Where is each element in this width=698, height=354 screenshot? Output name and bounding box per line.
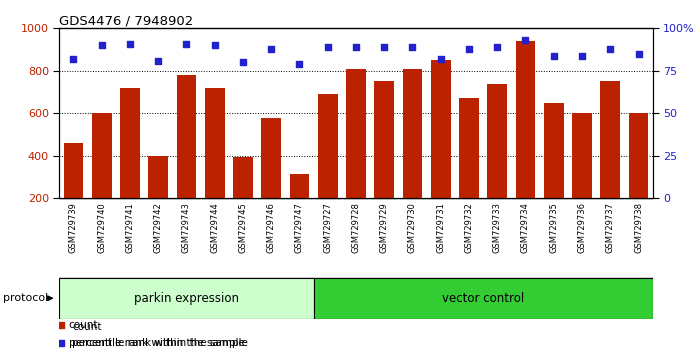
- Bar: [374, 81, 394, 198]
- Bar: [148, 156, 168, 198]
- Point: [350, 44, 362, 50]
- Text: GSM729729: GSM729729: [380, 202, 389, 253]
- Point: [266, 46, 277, 52]
- Point: [378, 44, 389, 50]
- Bar: [318, 94, 338, 198]
- Bar: [205, 88, 225, 198]
- Point: [520, 38, 531, 43]
- Text: percentile rank within the sample: percentile rank within the sample: [72, 338, 248, 348]
- Text: GSM729737: GSM729737: [606, 202, 615, 253]
- Bar: [233, 157, 253, 198]
- Point: [435, 56, 446, 62]
- Point: [548, 53, 559, 58]
- Text: GSM729744: GSM729744: [210, 202, 219, 253]
- Point: [577, 53, 588, 58]
- Point: [153, 58, 164, 63]
- Bar: [64, 143, 83, 198]
- Point: [322, 44, 334, 50]
- Text: GDS4476 / 7948902: GDS4476 / 7948902: [59, 14, 193, 27]
- Point: [181, 41, 192, 46]
- Text: GSM729747: GSM729747: [295, 202, 304, 253]
- Point: [56, 340, 67, 346]
- Bar: [572, 113, 592, 198]
- Text: GSM729735: GSM729735: [549, 202, 558, 253]
- Point: [68, 56, 79, 62]
- Text: parkin expression: parkin expression: [134, 292, 239, 305]
- Point: [491, 44, 503, 50]
- Bar: [261, 118, 281, 198]
- Text: count: count: [72, 322, 101, 332]
- Text: GSM729731: GSM729731: [436, 202, 445, 253]
- Bar: [544, 103, 563, 198]
- Point: [209, 42, 221, 48]
- Point: [407, 44, 418, 50]
- Bar: [629, 113, 648, 198]
- Point: [124, 41, 135, 46]
- Text: percentile rank within the sample: percentile rank within the sample: [68, 338, 244, 348]
- Point: [237, 59, 248, 65]
- Bar: [59, 278, 313, 319]
- Text: GSM729746: GSM729746: [267, 202, 276, 253]
- Bar: [516, 41, 535, 198]
- Text: GSM729732: GSM729732: [464, 202, 473, 253]
- Bar: [177, 75, 196, 198]
- Bar: [403, 69, 422, 198]
- Point: [96, 42, 107, 48]
- Bar: [600, 81, 620, 198]
- Point: [463, 46, 475, 52]
- Text: GSM729736: GSM729736: [577, 202, 586, 253]
- Bar: [92, 113, 112, 198]
- Text: GSM729733: GSM729733: [493, 202, 502, 253]
- Text: GSM729728: GSM729728: [352, 202, 360, 253]
- Text: GSM729727: GSM729727: [323, 202, 332, 253]
- Point: [633, 51, 644, 57]
- Text: vector control: vector control: [442, 292, 524, 305]
- Text: GSM729741: GSM729741: [126, 202, 135, 253]
- Text: GSM729745: GSM729745: [239, 202, 248, 253]
- Text: GSM729730: GSM729730: [408, 202, 417, 253]
- Bar: [487, 84, 507, 198]
- Bar: [120, 88, 140, 198]
- Text: GSM729734: GSM729734: [521, 202, 530, 253]
- Text: count: count: [68, 320, 98, 330]
- Bar: [313, 278, 653, 319]
- Bar: [290, 174, 309, 198]
- Text: GSM729742: GSM729742: [154, 202, 163, 253]
- Text: protocol: protocol: [3, 293, 49, 303]
- Bar: [346, 69, 366, 198]
- Bar: [431, 60, 451, 198]
- Bar: [459, 98, 479, 198]
- Point: [56, 322, 67, 328]
- Text: GSM729743: GSM729743: [182, 202, 191, 253]
- Point: [604, 46, 616, 52]
- Text: GSM729738: GSM729738: [634, 202, 643, 253]
- Text: GSM729740: GSM729740: [97, 202, 106, 253]
- Point: [294, 61, 305, 67]
- Text: GSM729739: GSM729739: [69, 202, 78, 253]
